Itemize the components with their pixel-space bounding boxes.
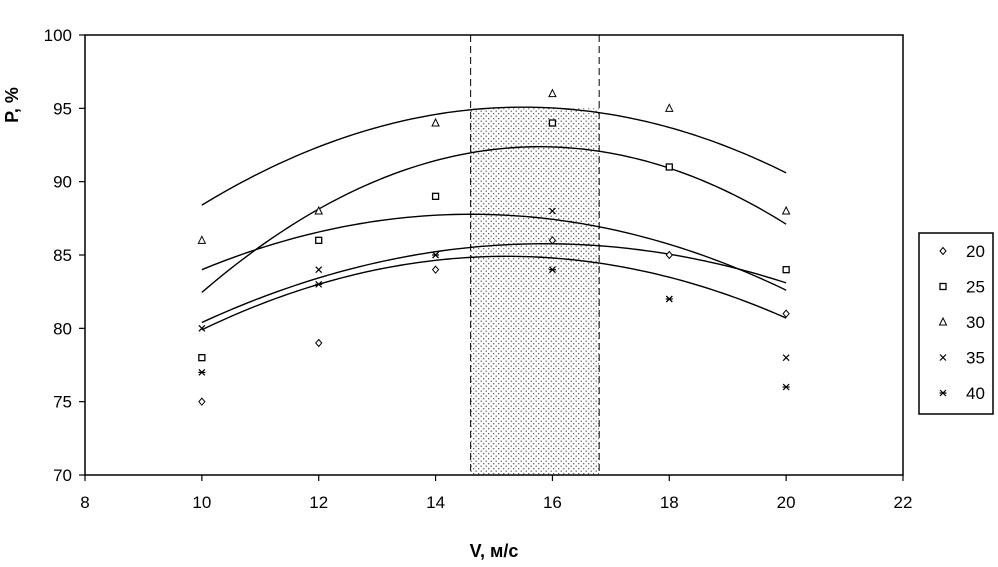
data-point-20 [431,265,440,274]
y-axis-title: P, % [2,87,22,123]
data-point-40 [315,280,323,288]
x-tick-label: 12 [309,493,328,512]
legend-label-30: 30 [966,313,985,332]
shaded-band [470,108,600,475]
data-point-40 [432,251,440,259]
data-point-35 [198,324,206,332]
x-tick-label: 14 [426,493,445,512]
data-point-20 [315,338,323,348]
y-tick-label: 80 [53,319,72,338]
x-tick-label: 8 [80,493,89,512]
data-point-25 [198,354,206,362]
data-point-30 [197,235,207,244]
data-point-35 [549,207,556,215]
data-point-20 [548,236,557,245]
x-tick-label: 16 [543,493,562,512]
x-tick-label: 22 [894,493,913,512]
legend-box [918,232,994,415]
data-point-25 [315,236,323,244]
data-point-30 [548,88,557,98]
trend-curve-30 [201,106,787,206]
data-point-30 [314,205,324,215]
x-tick-label: 18 [660,493,679,512]
legend-label-40: 40 [966,384,985,403]
legend-label-20: 20 [966,242,985,261]
data-point-30 [781,205,791,215]
axes: 8 10 12 14 16 18 20 22 70 75 80 85 90 95 100 [44,26,913,512]
legend-label-35: 35 [966,349,985,368]
data-point-35 [782,354,790,362]
data-point-25 [782,266,790,274]
trend-curve-25 [201,146,787,293]
data-point-25 [548,119,557,127]
data-point-20 [782,309,790,318]
legend-marker-40 [939,389,947,397]
x-tick-label: 10 [192,493,211,512]
data-points [197,88,791,406]
data-point-30 [431,117,440,127]
data-point-20 [198,397,206,406]
data-point-25 [431,192,440,200]
y-tick-label: 95 [53,99,72,118]
trend-curve-20 [201,243,787,324]
data-point-40 [665,295,673,303]
data-point-25 [665,163,673,171]
y-tick-label: 90 [53,173,72,192]
data-point-35 [315,266,323,274]
data-point-40 [198,368,206,376]
y-tick-label: 70 [53,466,72,485]
data-point-40 [782,383,790,391]
trend-curve-40 [201,255,787,331]
legend-marker-20 [939,246,947,256]
legend-marker-35 [939,354,947,361]
data-point-20 [665,250,673,260]
trend-curve-35 [201,213,787,291]
legend-label-25: 25 [966,278,985,297]
y-tick-label: 75 [53,393,72,412]
y-tick-label: 100 [44,26,72,45]
legend: 20 25 30 35 40 [918,232,994,415]
legend-marker-25 [939,282,947,291]
legend-marker-30 [938,316,948,326]
data-point-40 [548,266,556,274]
trend-curves [201,106,787,331]
x-axis-title: V, м/с [470,541,519,561]
y-tick-label: 85 [53,246,72,265]
shaded-region [470,35,600,475]
x-tick-label: 20 [777,493,796,512]
data-point-30 [664,103,674,112]
